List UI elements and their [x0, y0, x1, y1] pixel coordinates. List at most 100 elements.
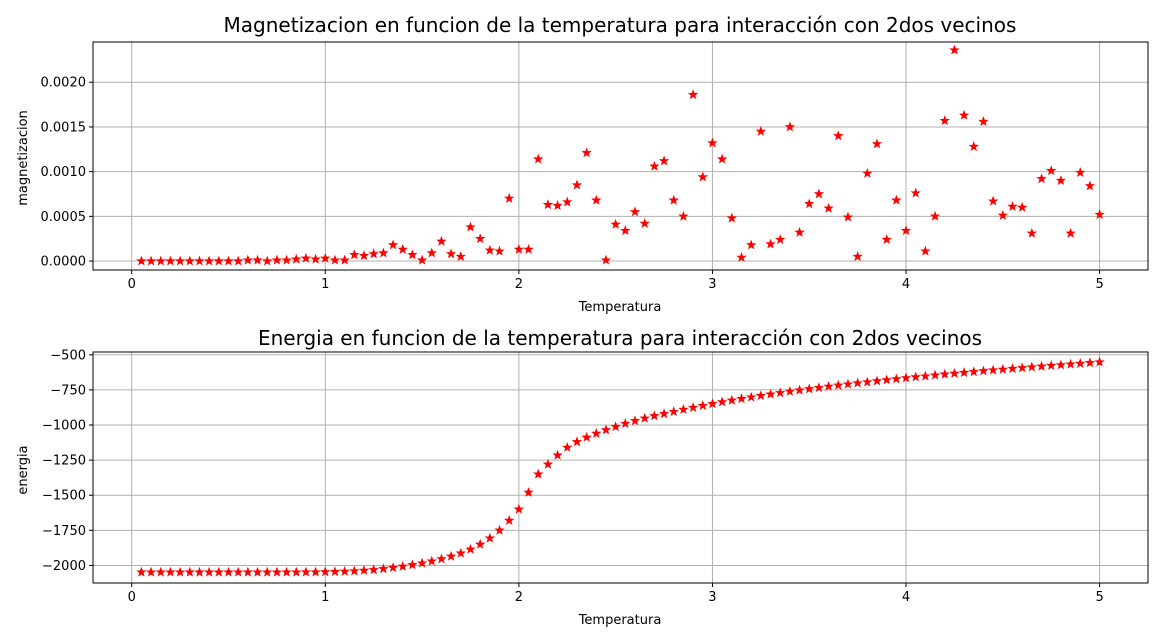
data-point	[745, 391, 757, 402]
data-point	[533, 153, 544, 164]
data-point	[649, 160, 660, 171]
data-point	[939, 115, 950, 126]
data-point	[378, 563, 389, 574]
data-point	[658, 408, 670, 419]
data-point	[1075, 358, 1086, 368]
data-point	[910, 371, 921, 382]
data-point	[591, 194, 602, 205]
data-point	[271, 566, 283, 577]
data-point	[145, 566, 157, 577]
y-tick-label: 0.0015	[41, 120, 87, 135]
data-point	[600, 254, 612, 265]
data-point	[978, 116, 989, 127]
data-point	[281, 254, 292, 265]
data-point	[1007, 201, 1018, 211]
data-point	[862, 376, 873, 387]
data-point	[610, 421, 621, 432]
data-point	[949, 44, 960, 55]
data-point	[833, 379, 844, 390]
data-point	[639, 218, 650, 228]
x-tick-label: 3	[708, 277, 716, 292]
y-tick-label: −750	[50, 383, 86, 398]
data-point	[203, 255, 215, 266]
data-point	[707, 398, 718, 409]
data-point	[1084, 357, 1096, 368]
data-point	[900, 372, 912, 383]
data-point	[600, 424, 612, 435]
data-point	[920, 370, 931, 381]
data-point	[378, 247, 389, 258]
data-point	[310, 253, 321, 264]
data-point	[213, 255, 225, 266]
data-point	[203, 566, 215, 577]
x-tick-label: 4	[902, 590, 910, 605]
data-point	[387, 562, 399, 573]
axis-ticks: 0 1 2 3 4 5 0.0000 0.0005 0.0010 0.0015 0.0020	[41, 76, 1104, 292]
data-point	[620, 418, 631, 429]
data-point	[252, 566, 263, 577]
data-point	[165, 566, 176, 577]
x-tick-label: 5	[1095, 590, 1103, 605]
data-point	[445, 248, 457, 259]
data-point	[358, 250, 370, 261]
data-point	[165, 255, 176, 266]
data-point	[407, 559, 418, 570]
data-point	[503, 192, 515, 203]
x-tick-label: 2	[515, 590, 523, 605]
data-point	[1065, 227, 1076, 238]
x-tick-label: 1	[321, 277, 329, 292]
data-point	[1026, 361, 1038, 372]
data-point	[958, 367, 970, 378]
data-point	[484, 244, 496, 255]
x-tick-label: 5	[1095, 277, 1103, 292]
data-point	[271, 254, 283, 265]
data-point	[842, 378, 854, 389]
data-point	[852, 377, 863, 388]
x-tick-label: 4	[902, 277, 910, 292]
chart-title: Magnetizacion en funcion de la temperatu…	[224, 13, 1017, 37]
y-tick-label: 0.0010	[41, 165, 87, 180]
data-point	[1046, 165, 1057, 176]
plot-frame	[92, 41, 1149, 271]
data-point	[349, 249, 360, 260]
data-point	[533, 468, 544, 479]
data-point	[184, 255, 195, 266]
data-point	[523, 243, 534, 254]
data-point	[242, 566, 254, 577]
x-tick-label: 2	[515, 277, 523, 292]
data-point	[726, 212, 738, 223]
data-point	[436, 235, 447, 246]
data-point	[804, 198, 815, 209]
y-axis-label: magnetizacion	[16, 110, 31, 206]
data-point	[823, 202, 834, 213]
data-point	[968, 141, 979, 152]
data-point	[155, 255, 166, 266]
data-point	[745, 239, 757, 250]
data-point	[716, 396, 728, 407]
data-point	[629, 415, 641, 426]
data-point	[707, 137, 718, 148]
data-point	[920, 245, 931, 256]
data-point	[513, 243, 525, 254]
plot-frame	[92, 351, 1149, 584]
axis-ticks: 0 1 2 3 4 5 −2000 −1750 −1500 −1250 −1000 −750 −500	[42, 348, 1104, 605]
data-point	[775, 234, 786, 245]
data-point	[194, 255, 205, 266]
data-point	[997, 209, 1009, 220]
data-point	[484, 532, 496, 543]
data-point	[949, 368, 960, 378]
data-point	[755, 125, 767, 136]
data-point	[784, 121, 796, 132]
data-point	[562, 196, 573, 207]
data-point	[1075, 167, 1086, 177]
data-point	[407, 249, 418, 260]
data-point	[155, 566, 166, 577]
data-point	[426, 555, 437, 566]
data-point	[213, 566, 225, 577]
data-point	[871, 138, 883, 149]
data-point	[978, 365, 989, 376]
x-tick-label: 1	[321, 590, 329, 605]
data-point	[668, 406, 679, 417]
data-point	[697, 171, 708, 182]
data-point	[494, 245, 505, 256]
